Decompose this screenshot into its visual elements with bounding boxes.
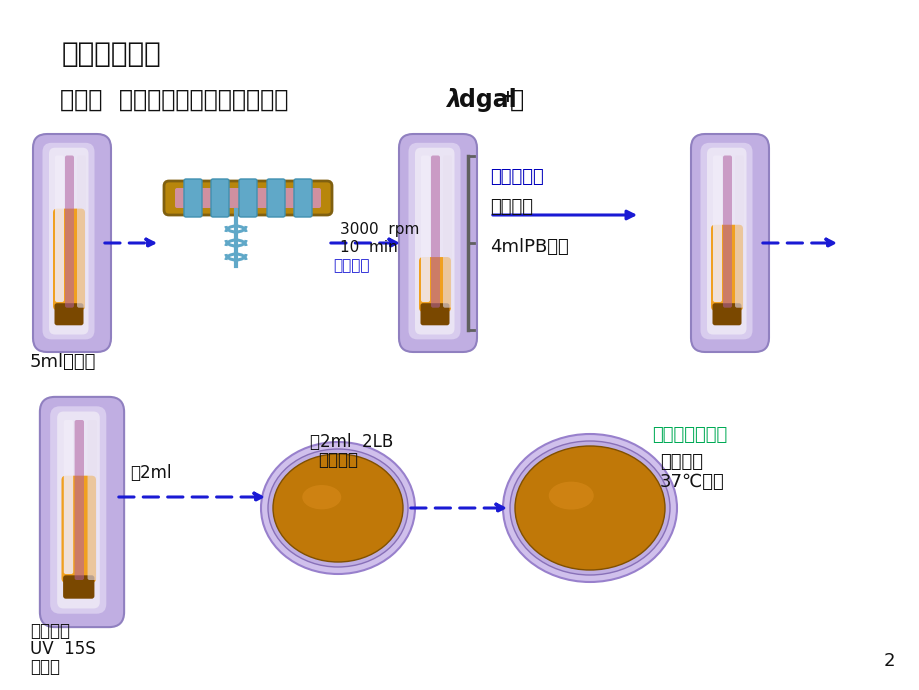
FancyBboxPatch shape [699,143,752,339]
FancyBboxPatch shape [418,257,450,312]
Ellipse shape [509,441,669,575]
FancyBboxPatch shape [420,303,449,325]
FancyBboxPatch shape [210,179,229,217]
FancyBboxPatch shape [63,575,95,599]
FancyBboxPatch shape [53,208,85,310]
Text: （多组）: （多组） [333,258,369,273]
Text: 盖上盖，: 盖上盖， [659,453,702,471]
FancyBboxPatch shape [65,155,74,308]
FancyBboxPatch shape [430,155,439,308]
Text: 防止污染！: 防止污染！ [490,168,543,186]
Text: 五、实验步骤: 五、实验步骤 [62,40,162,68]
Text: 2: 2 [882,652,894,670]
Text: +: + [499,88,514,106]
FancyBboxPatch shape [722,155,732,308]
Text: 3000  rpm: 3000 rpm [340,222,419,237]
Ellipse shape [515,446,664,570]
FancyBboxPatch shape [77,155,85,308]
Ellipse shape [302,485,341,509]
Ellipse shape [273,454,403,562]
FancyBboxPatch shape [42,143,95,339]
FancyBboxPatch shape [74,420,84,580]
FancyBboxPatch shape [711,303,741,325]
FancyBboxPatch shape [712,155,721,302]
FancyBboxPatch shape [690,134,768,352]
FancyBboxPatch shape [54,303,84,325]
Text: （抑制光修复）: （抑制光修复） [652,426,726,444]
FancyBboxPatch shape [175,188,321,208]
Text: 加2ml  2LB: 加2ml 2LB [310,433,392,451]
FancyBboxPatch shape [87,420,96,580]
Ellipse shape [503,434,676,582]
FancyBboxPatch shape [267,179,285,217]
FancyBboxPatch shape [414,148,454,335]
Text: 37℃避光: 37℃避光 [659,473,724,491]
FancyBboxPatch shape [40,397,124,627]
Text: dgal: dgal [459,88,516,112]
FancyBboxPatch shape [408,143,460,339]
Text: 4mlPB重悬: 4mlPB重悬 [490,238,568,256]
Ellipse shape [261,442,414,574]
Text: UV  15S: UV 15S [30,640,96,658]
Text: 轻摇混匀: 轻摇混匀 [318,451,357,469]
Text: 重悬液: 重悬液 [30,658,60,676]
FancyBboxPatch shape [55,155,64,302]
FancyBboxPatch shape [706,148,745,335]
FancyBboxPatch shape [57,411,100,609]
FancyBboxPatch shape [294,179,312,217]
Text: 打开盖，: 打开盖， [30,622,70,640]
FancyBboxPatch shape [62,475,96,583]
Ellipse shape [267,449,407,567]
Text: 10  min: 10 min [340,240,397,255]
Ellipse shape [548,482,593,509]
Text: λ: λ [446,88,460,112]
Text: （一）  噬菌体裂解液的制备（制备: （一） 噬菌体裂解液的制备（制备 [60,88,288,112]
FancyBboxPatch shape [51,406,107,613]
Text: ）: ） [509,88,524,112]
FancyBboxPatch shape [49,148,88,335]
FancyBboxPatch shape [63,420,74,574]
Text: 吸去上清: 吸去上清 [490,198,532,216]
Text: 取2ml: 取2ml [130,464,171,482]
FancyBboxPatch shape [710,225,743,310]
FancyBboxPatch shape [421,155,429,302]
FancyBboxPatch shape [184,179,202,217]
FancyBboxPatch shape [33,134,111,352]
FancyBboxPatch shape [734,155,743,308]
FancyBboxPatch shape [399,134,476,352]
FancyBboxPatch shape [239,179,256,217]
Text: 5ml供体菌: 5ml供体菌 [30,353,96,371]
FancyBboxPatch shape [443,155,451,308]
FancyBboxPatch shape [164,181,332,215]
